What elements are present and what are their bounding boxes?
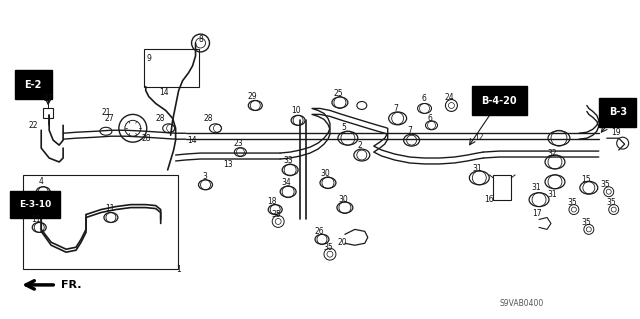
Text: 27: 27 <box>104 114 114 123</box>
Text: B-4-20: B-4-20 <box>481 95 517 106</box>
Text: 15: 15 <box>581 175 591 184</box>
Text: 24: 24 <box>445 93 454 102</box>
Bar <box>493 175 511 200</box>
Text: 31: 31 <box>547 190 557 199</box>
Text: 7: 7 <box>407 126 412 135</box>
Text: 9: 9 <box>147 54 151 63</box>
Text: 4: 4 <box>39 177 44 186</box>
Text: 34: 34 <box>281 178 291 187</box>
Text: 22: 22 <box>29 121 38 130</box>
Text: 33: 33 <box>284 157 293 166</box>
Text: 31: 31 <box>472 164 482 174</box>
Text: 28: 28 <box>156 114 166 123</box>
Text: FR.: FR. <box>61 280 82 290</box>
Text: 35: 35 <box>607 198 616 207</box>
Text: 32: 32 <box>547 149 557 158</box>
Text: 30: 30 <box>338 195 348 204</box>
Text: 21: 21 <box>101 108 111 117</box>
Text: 14: 14 <box>159 88 168 97</box>
Text: 6: 6 <box>421 94 426 103</box>
Text: 7: 7 <box>393 104 398 113</box>
Text: 26: 26 <box>314 227 324 236</box>
Text: 17: 17 <box>532 209 542 218</box>
Text: 35: 35 <box>567 198 577 207</box>
Text: 19: 19 <box>611 128 621 137</box>
Text: 23: 23 <box>234 139 243 148</box>
Text: 14: 14 <box>187 136 196 145</box>
Text: 35: 35 <box>323 243 333 252</box>
Text: 11: 11 <box>105 204 115 213</box>
Text: 5: 5 <box>342 123 346 132</box>
Text: E-2: E-2 <box>24 80 42 90</box>
Text: 35: 35 <box>581 218 591 227</box>
Bar <box>144 49 198 87</box>
Text: 10: 10 <box>291 106 301 115</box>
Text: B-3: B-3 <box>609 108 627 117</box>
Text: 27: 27 <box>44 94 53 103</box>
Text: 28: 28 <box>204 114 213 123</box>
Bar <box>23 175 178 269</box>
Text: E-3-10: E-3-10 <box>19 200 51 209</box>
Text: 13: 13 <box>223 160 233 169</box>
Text: 35: 35 <box>271 210 281 219</box>
Text: 29: 29 <box>248 92 257 101</box>
Bar <box>44 108 53 118</box>
Text: 28: 28 <box>141 134 150 143</box>
Text: 16: 16 <box>484 195 494 204</box>
Text: 20: 20 <box>337 238 347 247</box>
Text: B-3: B-3 <box>609 108 627 117</box>
Text: 25: 25 <box>333 89 343 98</box>
Text: 31: 31 <box>531 183 541 192</box>
Text: 1: 1 <box>176 264 181 273</box>
Text: 2: 2 <box>358 141 362 150</box>
Text: 18: 18 <box>268 197 277 206</box>
Text: 8: 8 <box>198 34 203 44</box>
Text: 11: 11 <box>31 215 41 224</box>
Text: 12: 12 <box>474 133 484 142</box>
Text: 35: 35 <box>601 180 611 189</box>
Text: E-2: E-2 <box>24 80 42 90</box>
Text: S9VAB0400: S9VAB0400 <box>499 299 543 308</box>
Text: 3: 3 <box>202 172 207 181</box>
Text: B-4-20: B-4-20 <box>481 95 517 106</box>
Text: E-3-10: E-3-10 <box>19 200 51 209</box>
Text: 30: 30 <box>320 169 330 178</box>
Text: 6: 6 <box>427 114 432 123</box>
